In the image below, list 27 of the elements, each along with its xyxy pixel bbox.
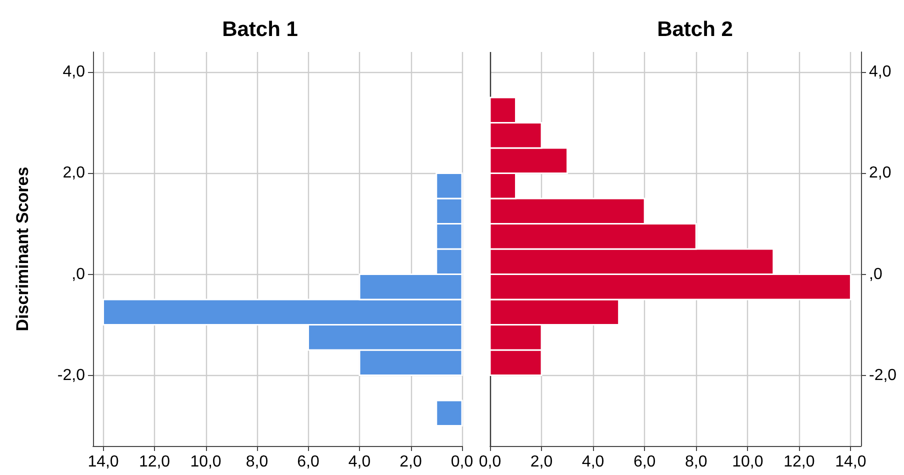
- y-tick-label: -2,0: [869, 366, 897, 384]
- x-tick-label: 2,0: [400, 454, 422, 470]
- x-tick-label: 6,0: [633, 454, 656, 470]
- y-tick-label: ,0: [72, 266, 86, 283]
- y-tick-label: -2,0: [57, 366, 86, 384]
- y-tick-label: 4,0: [62, 64, 86, 81]
- x-tick-label: 12,0: [138, 454, 170, 470]
- x-tick-label: 6,0: [297, 454, 320, 470]
- x-tick-label: 2,0: [530, 454, 553, 470]
- x-tick-label: 12,0: [784, 454, 815, 470]
- y-tick-label: 4,0: [869, 64, 892, 81]
- x-tick-label: 4,0: [582, 454, 604, 470]
- x-tick-label: 4,0: [348, 454, 371, 470]
- x-tick-label: 8,0: [684, 454, 708, 470]
- y-tick-label: ,0: [869, 266, 882, 283]
- chart-title: Batch 2: [657, 18, 733, 41]
- chart-title: Batch 1: [222, 18, 298, 41]
- x-tick-label: 14,0: [835, 454, 866, 470]
- y-tick-label: 2,0: [62, 164, 86, 182]
- x-tick-label: 10,0: [190, 454, 222, 470]
- x-tick-label: 0,0: [450, 454, 474, 470]
- y-tick-label: 2,0: [869, 164, 892, 182]
- x-tick-label: 0,0: [478, 454, 502, 470]
- y-axis-title: Discriminant Scores: [13, 166, 32, 332]
- x-tick-label: 14,0: [88, 454, 119, 470]
- x-tick-label: 10,0: [732, 454, 764, 470]
- x-tick-label: 8,0: [246, 454, 268, 470]
